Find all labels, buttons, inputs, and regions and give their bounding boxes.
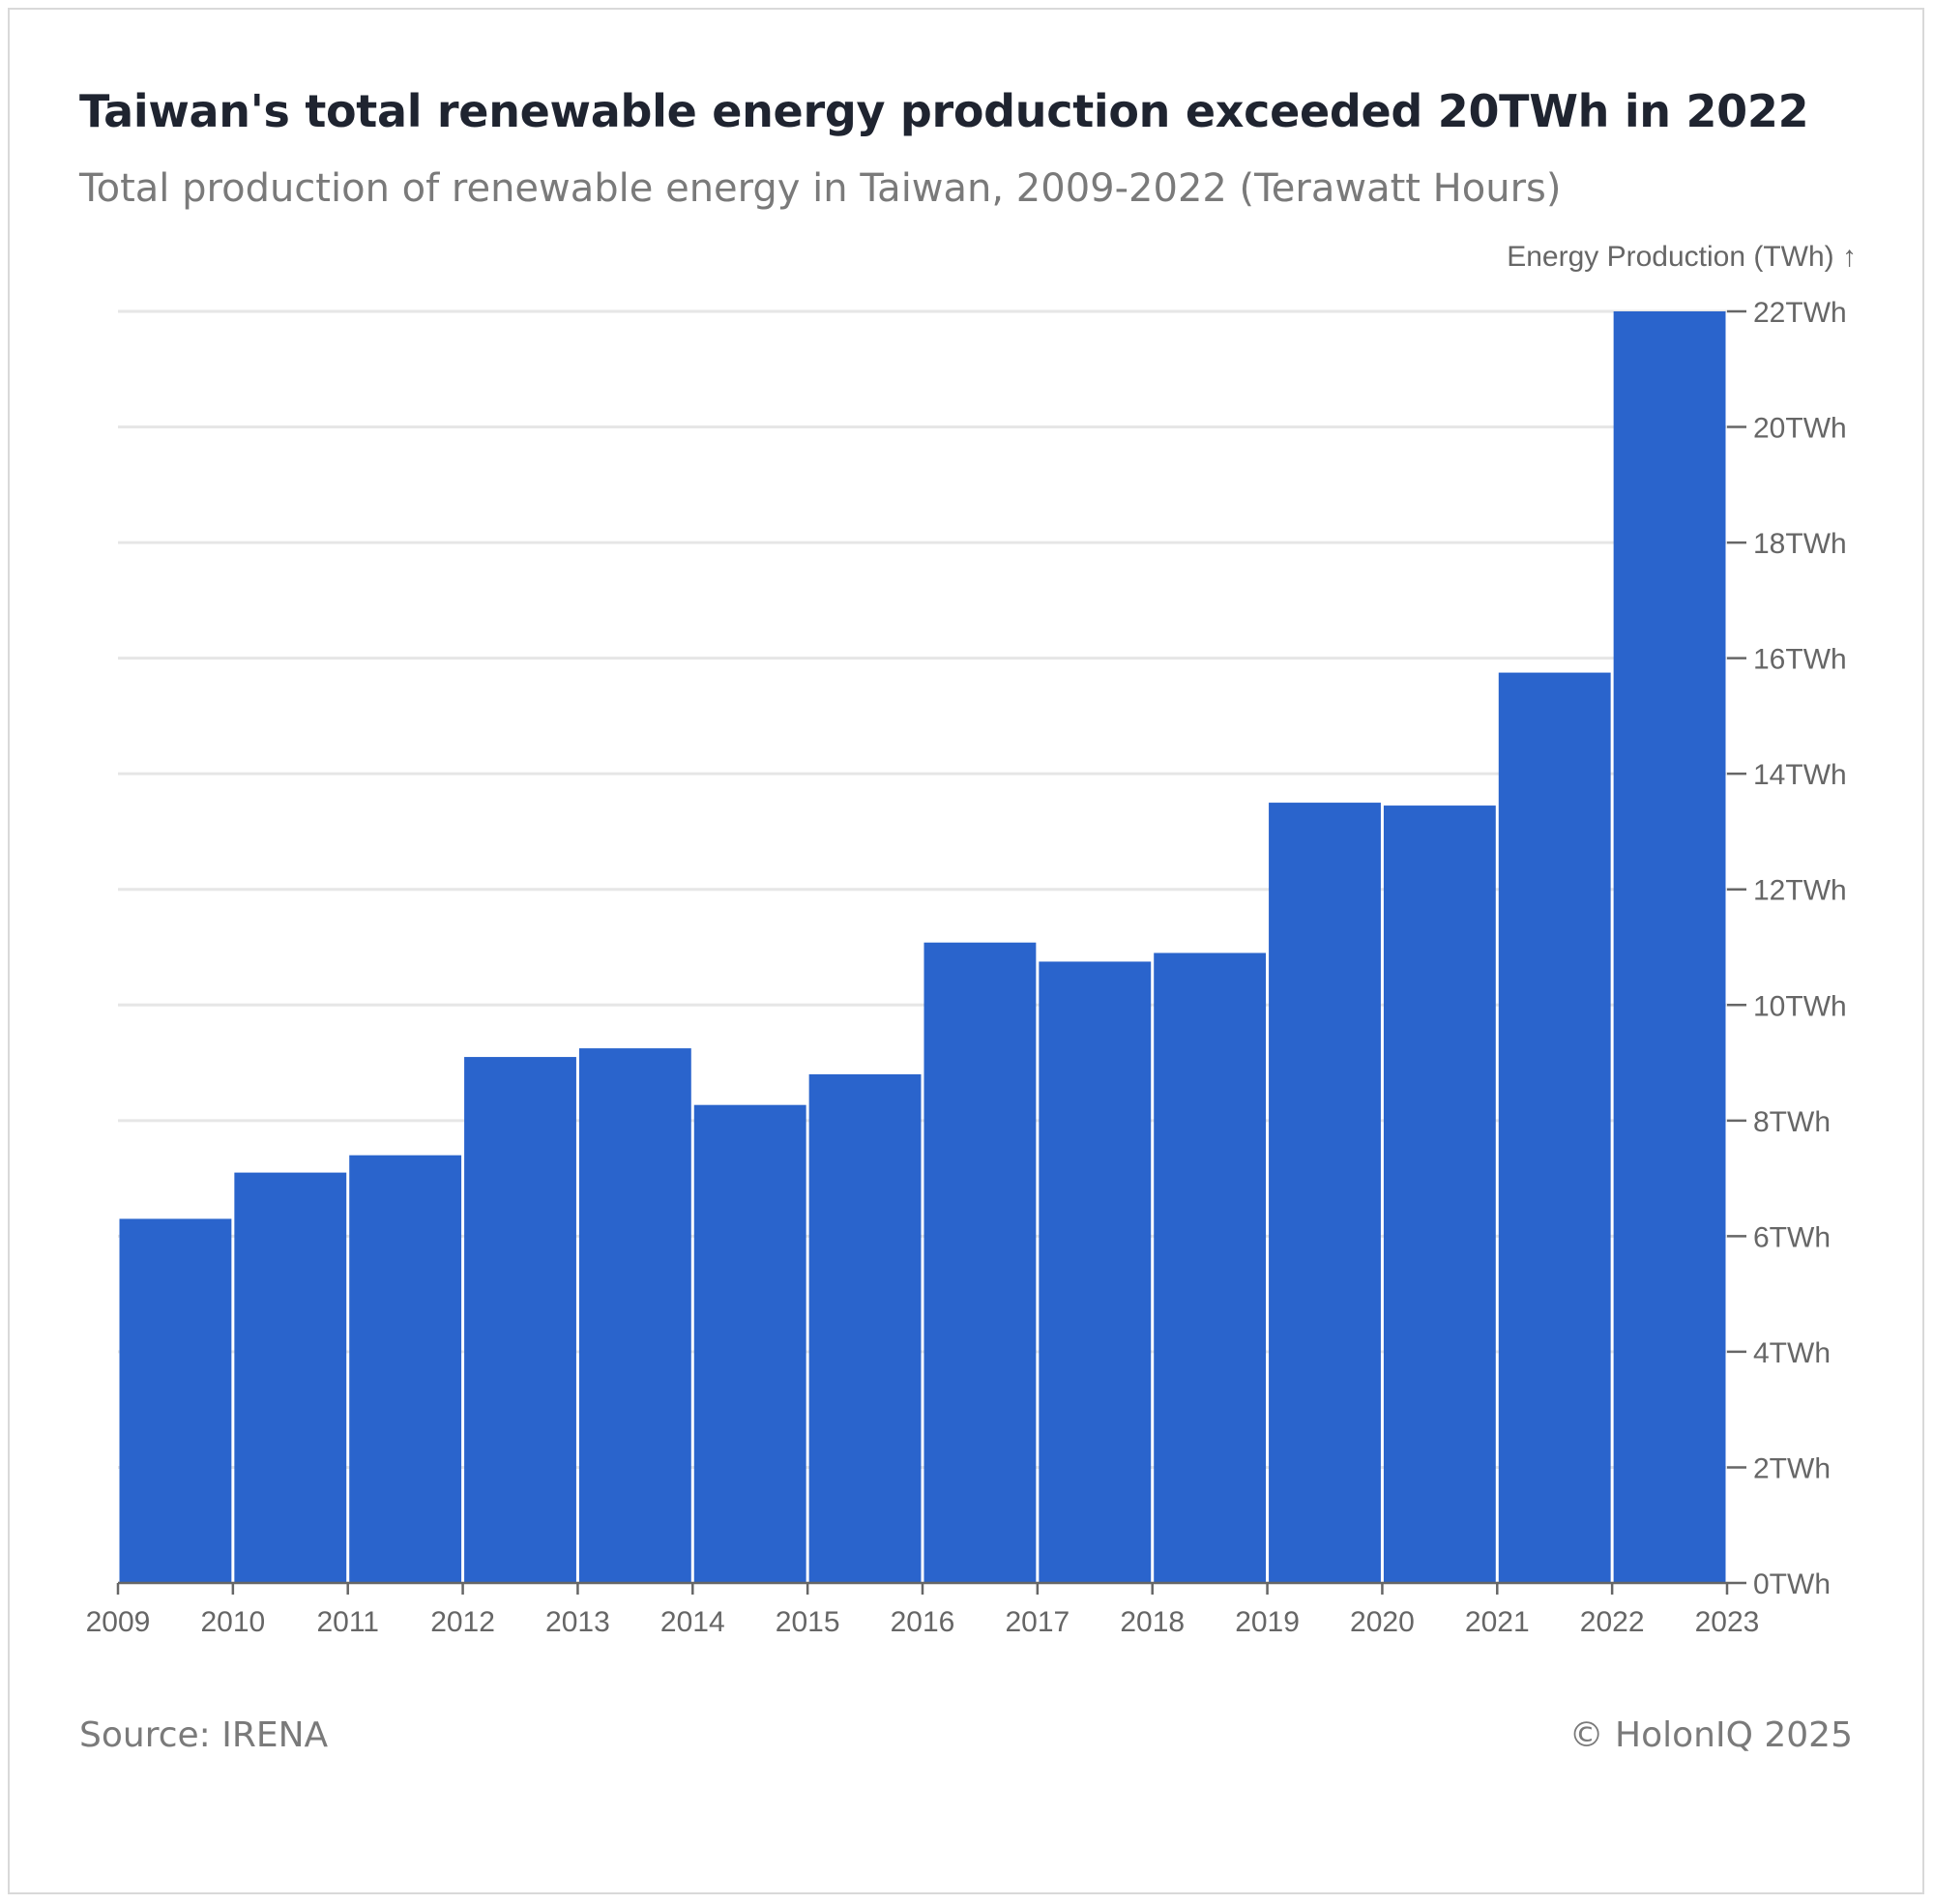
bar [578, 1048, 691, 1583]
x-tick-label: 2016 [891, 1606, 955, 1638]
x-tick-label: 2013 [545, 1606, 610, 1638]
x-tick-label: 2019 [1235, 1606, 1300, 1638]
bars [119, 311, 1726, 1583]
bar [349, 1155, 462, 1583]
y-tick-label: 14TWh [1753, 759, 1847, 791]
x-tick-label: 2018 [1120, 1606, 1185, 1638]
x-tick-label: 2017 [1005, 1606, 1070, 1638]
y-tick-label: 0TWh [1753, 1568, 1831, 1600]
x-tick-label: 2011 [316, 1606, 379, 1638]
x-tick-label: 2015 [776, 1606, 840, 1638]
x-tick-label: 2020 [1350, 1606, 1415, 1638]
x-tick-label: 2021 [1465, 1606, 1530, 1638]
y-tick-label: 18TWh [1753, 528, 1847, 560]
chart-subtitle: Total production of renewable energy in … [79, 166, 1562, 211]
bar [693, 1104, 806, 1583]
y-tick-label: 12TWh [1753, 875, 1847, 907]
bar [1498, 672, 1611, 1583]
x-tick-label: 2014 [660, 1606, 725, 1638]
bar [464, 1057, 576, 1583]
bar [923, 942, 1037, 1583]
y-tick-label: 10TWh [1753, 990, 1847, 1022]
bar [808, 1074, 922, 1583]
x-tick-label: 2022 [1580, 1606, 1645, 1638]
x-tick-label: 2023 [1695, 1606, 1760, 1638]
axes: 0TWh 2TWh 4TWh 6TWh 8TWh 10TWh 12TWh 14TWh 16TWh… [86, 297, 1847, 1638]
bar [1269, 803, 1381, 1583]
y-tick-label: 6TWh [1753, 1221, 1831, 1253]
y-tick-label: 20TWh [1753, 413, 1847, 445]
bar [1154, 952, 1267, 1583]
bar [1383, 806, 1496, 1583]
y-tick-label: 8TWh [1753, 1106, 1831, 1138]
y-tick-label: 2TWh [1753, 1452, 1831, 1484]
bar [1613, 311, 1726, 1583]
bar [1039, 961, 1152, 1583]
chart-title: Taiwan's total renewable energy producti… [79, 85, 1809, 137]
copyright-note: © HolonIQ 2025 [1568, 1715, 1853, 1755]
y-axis-label: Energy Production (TWh) ↑ [1507, 241, 1857, 273]
x-tick-label: 2010 [200, 1606, 265, 1638]
x-tick-label: 2012 [430, 1606, 495, 1638]
x-tick-label: 2009 [86, 1606, 151, 1638]
y-tick-label: 4TWh [1753, 1337, 1831, 1369]
bar [234, 1172, 347, 1583]
bar [119, 1218, 232, 1583]
source-note: Source: IRENA [79, 1715, 329, 1755]
y-tick-label: 22TWh [1753, 297, 1847, 329]
y-tick-label: 16TWh [1753, 644, 1847, 676]
